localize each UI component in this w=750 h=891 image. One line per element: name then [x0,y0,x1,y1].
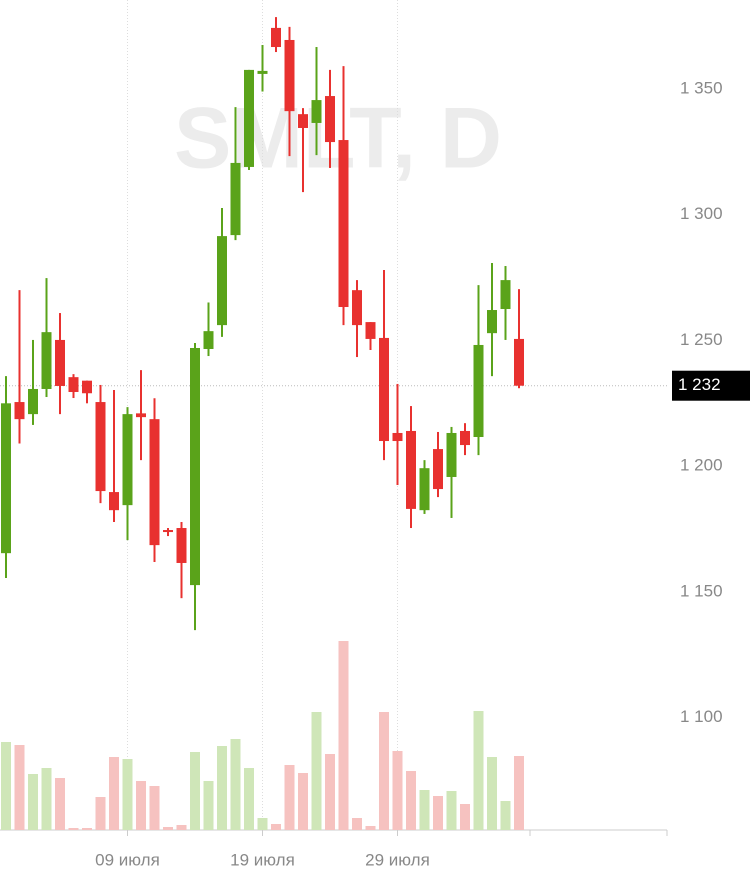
candle-body [460,430,470,446]
volume-bar [190,752,200,830]
candle-body [82,380,92,394]
candle-body [41,332,52,389]
candle-body [338,140,349,308]
candle-body [149,419,160,546]
volume-bar [41,768,52,830]
volume-bar [311,712,322,830]
candle-body [176,528,187,563]
candle-body [217,236,227,326]
volume-bar [14,745,25,830]
volume-bar [284,765,295,830]
volume-bar [338,641,349,830]
volume-bar [203,781,214,830]
volume-bar [149,786,160,830]
candle-body [136,413,146,418]
y-tick-label: 1 100 [680,707,723,726]
volume-bar [82,828,92,830]
candle-body [379,337,389,442]
volume-bar [122,759,133,830]
volume-bar [473,711,484,830]
watermark: SMLT, D [174,91,502,187]
candle-body [298,114,308,128]
volume-bar [28,774,38,830]
candle-body [109,492,119,511]
volume-bar [433,796,443,830]
volume-bar [109,757,119,830]
candle-body [500,280,511,310]
candle-body [230,162,241,236]
candle-body [473,344,484,438]
volume-bar [446,791,457,830]
volume-bar [1,742,11,830]
volume-bar [298,773,308,830]
y-tick-label: 1 200 [680,456,723,475]
y-tick-label: 1 300 [680,204,723,223]
volume-bar [392,751,403,830]
candle-body [284,39,295,112]
candle-body [257,70,268,74]
x-tick-label: 29 июля [365,850,430,869]
volume-bar [406,771,416,830]
candle-body [122,414,133,506]
volume-bar [460,804,470,830]
volume-bar [419,790,430,830]
candle-body [95,402,106,492]
candle-body [419,468,430,511]
volume-bar [500,801,511,830]
candle-body [365,322,376,339]
candle-body [406,430,416,509]
candle-body [244,69,254,167]
candle-body [446,432,457,477]
candle-body [203,331,214,349]
candle-body [352,290,362,326]
y-tick-label: 1 350 [680,78,723,97]
candle-body [14,402,25,420]
volume-bar [487,757,497,830]
price-label: 1 232 [678,375,721,394]
volume-bar [257,818,268,830]
volume-bar [68,828,79,830]
candle-body [190,347,200,586]
candle-body [311,100,322,123]
candle-body [68,377,79,392]
candle-body [514,338,524,386]
volume-bar [365,826,376,830]
candle-body [55,339,65,386]
x-tick-label: 09 июля [95,850,160,869]
volume-bar [352,818,362,830]
volume-bar [176,825,187,830]
candle-body [325,96,335,143]
candle-body [487,310,497,334]
volume-bar [379,712,389,830]
candle-body [271,27,281,48]
candle-body [433,449,443,490]
candle-body [392,432,403,442]
price-badge [672,370,750,401]
volume-bar [217,746,227,830]
candle-body [163,530,173,533]
volume-bar [325,754,335,830]
volume-bar [271,824,281,830]
volume-bar [514,756,524,830]
x-tick-label: 19 июля [230,850,295,869]
y-tick-label: 1 150 [680,581,723,600]
candle-body [1,403,11,554]
volume-bar [163,827,173,830]
volume-bar [95,797,106,830]
volume-bar [244,768,254,830]
candle-body [28,388,38,415]
volume-bar [55,778,65,830]
volume-bar [136,781,146,830]
volume-bar [230,739,241,830]
y-tick-label: 1 250 [680,330,723,349]
